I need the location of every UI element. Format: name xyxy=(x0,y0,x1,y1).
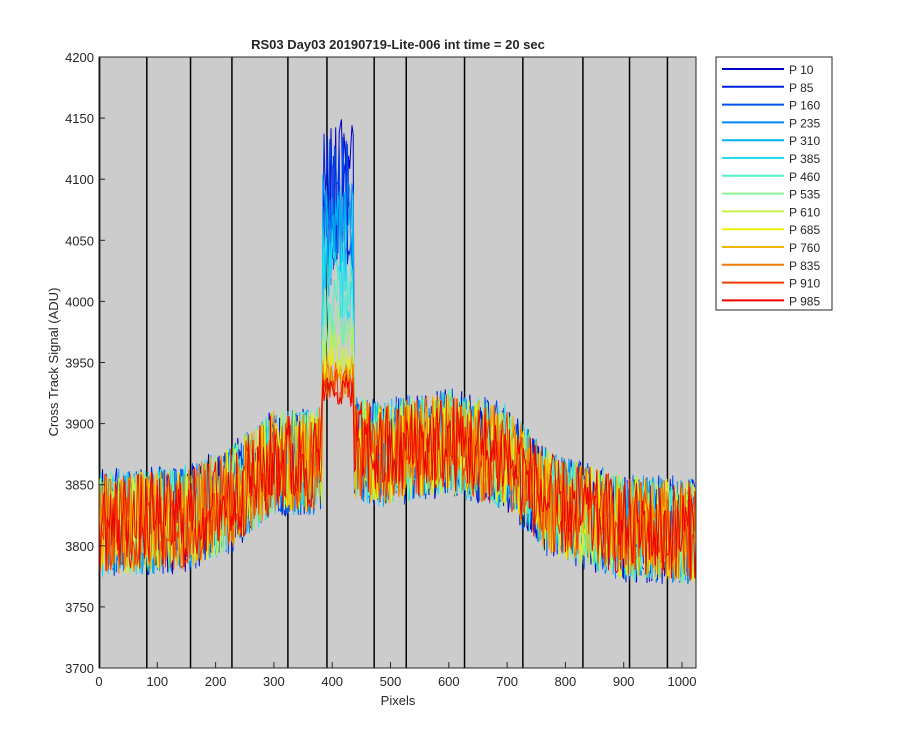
y-tick-label: 3900 xyxy=(65,417,94,432)
y-tick-label: 4000 xyxy=(65,294,94,309)
y-tick-label: 3700 xyxy=(65,661,94,676)
plot-background xyxy=(99,57,696,668)
chart-title: RS03 Day03 20190719-Lite-006 int time = … xyxy=(251,37,545,52)
y-axis-label: Cross Track Signal (ADU) xyxy=(46,288,61,437)
legend-entry: P 985 xyxy=(789,294,820,308)
legend-entry: P 160 xyxy=(789,99,820,113)
y-tick-label: 4200 xyxy=(65,50,94,65)
legend-entry: P 760 xyxy=(789,241,820,255)
y-axis: 3700 3750 3800 3850 3900 3950 4000 4050 4100 4150… xyxy=(65,50,105,676)
y-tick-label: 3750 xyxy=(65,600,94,615)
series-layer xyxy=(98,119,697,585)
x-tick-label: 200 xyxy=(205,674,227,689)
y-tick-label: 3800 xyxy=(65,539,94,554)
legend-entry: P 910 xyxy=(789,277,820,291)
x-tick-label: 100 xyxy=(146,674,168,689)
y-tick-label: 4050 xyxy=(65,233,94,248)
legend-entry: P 235 xyxy=(789,116,820,130)
y-tick-label: 4150 xyxy=(65,111,94,126)
legend: P 10 P 85 P 160 P 235 P 310 P 385 P 460 P 535 P … xyxy=(715,56,833,311)
legend-entry: P 10 xyxy=(789,63,814,77)
y-tick-label: 3950 xyxy=(65,356,94,371)
x-tick-label: 800 xyxy=(555,674,577,689)
legend-entry: P 385 xyxy=(789,152,820,166)
x-tick-label: 700 xyxy=(496,674,518,689)
x-tick-label: 300 xyxy=(263,674,285,689)
legend-entry: P 85 xyxy=(789,81,814,95)
x-tick-label: 0 xyxy=(95,674,102,689)
x-axis: 0 100 200 300 400 500 600 700 800 900 1000 xyxy=(95,662,696,689)
x-tick-label: 600 xyxy=(438,674,460,689)
x-tick-label: 400 xyxy=(321,674,343,689)
legend-entry: P 460 xyxy=(789,170,820,184)
y-tick-label: 4100 xyxy=(65,172,94,187)
x-tick-label: 500 xyxy=(380,674,402,689)
legend-entry: P 310 xyxy=(789,134,820,148)
legend-entry: P 835 xyxy=(789,259,820,273)
x-axis-label: Pixels xyxy=(381,693,416,708)
legend-entry: P 685 xyxy=(789,223,820,237)
legend-entry: P 535 xyxy=(789,188,820,202)
x-tick-label: 900 xyxy=(613,674,635,689)
legend-entry: P 610 xyxy=(789,205,820,219)
x-tick-label: 1000 xyxy=(668,674,697,689)
y-tick-label: 3850 xyxy=(65,478,94,493)
legend-box xyxy=(715,56,833,311)
series-line-p-985 xyxy=(98,374,697,581)
